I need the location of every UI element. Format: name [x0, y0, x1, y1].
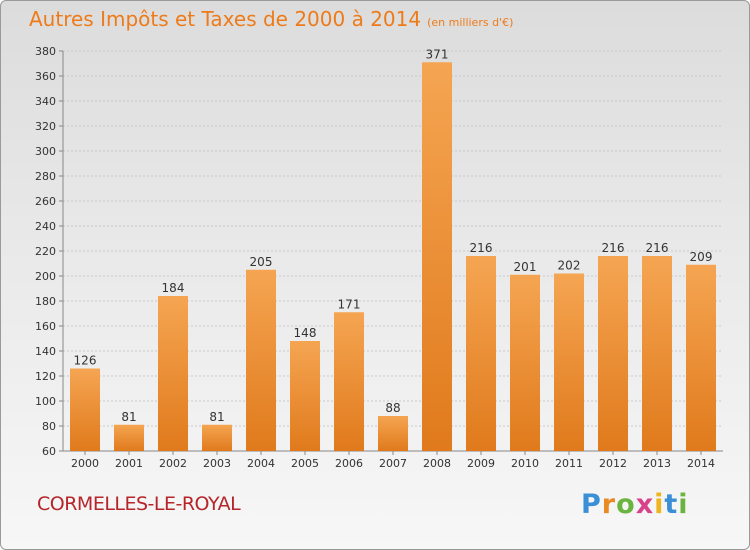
bar-2011: [554, 273, 584, 451]
bar-2005: [290, 341, 320, 451]
y-tick-label: 380: [35, 45, 56, 58]
x-tick-label-2009: 2009: [467, 457, 495, 470]
data-label-2008: 371: [426, 47, 449, 61]
data-label-2003: 81: [209, 410, 224, 424]
x-tick-label-2011: 2011: [555, 457, 583, 470]
data-label-2004: 205: [250, 255, 273, 269]
x-tick-label-2007: 2007: [379, 457, 407, 470]
y-tick-label: 220: [35, 245, 56, 258]
bar-2007: [378, 416, 408, 451]
x-tick-label-2012: 2012: [599, 457, 627, 470]
data-label-2007: 88: [385, 401, 400, 415]
y-tick-label: 360: [35, 70, 56, 83]
x-tick-label-2008: 2008: [423, 457, 451, 470]
y-tick-label: 160: [35, 320, 56, 333]
x-tick-labels: 2000 2001 2002 2003 2004 2005 2006 2007 2008 2009…: [71, 451, 715, 470]
data-label-2012: 216: [602, 241, 625, 255]
proxiti-logo: Proxiti: [581, 489, 689, 520]
data-label-2001: 81: [121, 410, 136, 424]
x-tick-label-2003: 2003: [203, 457, 231, 470]
data-label-2005: 148: [294, 326, 317, 340]
bar-2001: [114, 424, 144, 451]
y-tick-label: 300: [35, 145, 56, 158]
x-tick-label-2010: 2010: [511, 457, 539, 470]
y-tick-label: 240: [35, 220, 56, 233]
y-tick-labels: 60 80 100 120 140 160 180 200 220 240 260 280 300 320…: [35, 45, 56, 458]
bar-2008: [422, 62, 452, 451]
y-tick-label: 320: [35, 120, 56, 133]
bar-2009: [466, 256, 496, 451]
bar-2002: [158, 296, 188, 451]
y-tick-label: 80: [42, 420, 56, 433]
x-tick-label-2002: 2002: [159, 457, 187, 470]
bar-2010: [510, 274, 540, 451]
chart-title-text: Autres Impôts et Taxes de 2000 à 2014: [29, 7, 422, 31]
x-tick-label-2014: 2014: [687, 457, 715, 470]
bar-2003: [202, 424, 232, 451]
y-tick-label: 340: [35, 95, 56, 108]
y-tick-label: 200: [35, 270, 56, 283]
bar-2004: [246, 269, 276, 451]
x-tick-label-2000: 2000: [71, 457, 99, 470]
data-label-2011: 202: [558, 259, 581, 273]
y-tick-label: 180: [35, 295, 56, 308]
chart-unit: (en milliers d'€): [427, 16, 514, 29]
y-tick-label: 280: [35, 170, 56, 183]
data-label-2002: 184: [162, 281, 185, 295]
y-tick-label: 120: [35, 370, 56, 383]
data-label-2013: 216: [646, 241, 669, 255]
bar-2013: [642, 256, 672, 451]
y-tick-label: 260: [35, 195, 56, 208]
data-labels: 126 81 184 81 205 148 171 88 371 216 201 202 216 216 2…: [74, 47, 713, 424]
x-tick-label-2005: 2005: [291, 457, 319, 470]
x-tick-label-2006: 2006: [335, 457, 363, 470]
data-label-2010: 201: [514, 260, 537, 274]
data-label-2000: 126: [74, 354, 97, 368]
x-tick-label-2004: 2004: [247, 457, 275, 470]
y-tick-label: 60: [42, 445, 56, 458]
city-name: CORMELLES-LE-ROYAL: [37, 493, 241, 515]
data-label-2014: 209: [690, 250, 713, 264]
y-tick-label: 100: [35, 395, 56, 408]
data-label-2006: 171: [338, 297, 361, 311]
bars: [70, 62, 716, 451]
bar-2012: [598, 256, 628, 451]
bar-2006: [334, 312, 364, 451]
bar-2000: [70, 368, 100, 451]
data-label-2009: 216: [470, 241, 493, 255]
x-tick-label-2001: 2001: [115, 457, 143, 470]
y-tick-label: 140: [35, 345, 56, 358]
chart-title: Autres Impôts et Taxes de 2000 à 2014 (en…: [29, 7, 513, 31]
x-tick-label-2013: 2013: [643, 457, 671, 470]
bar-2014: [686, 264, 716, 451]
